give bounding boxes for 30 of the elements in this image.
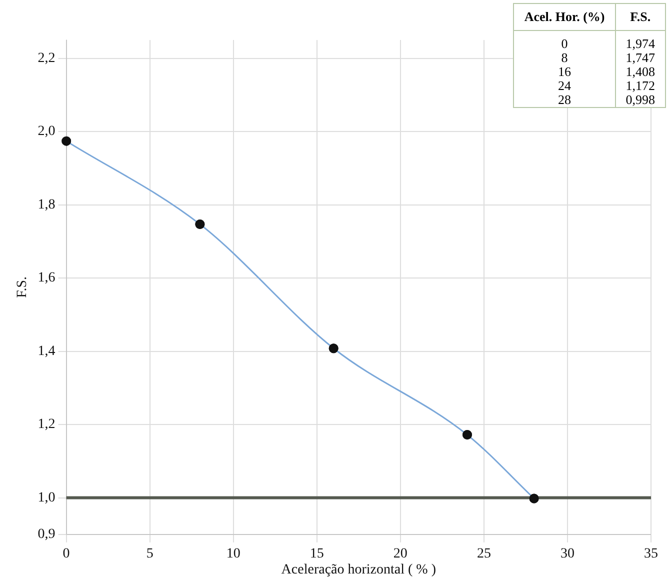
annotation: 1,747 (615, 50, 665, 65)
y-tick-label: 1,4 (38, 344, 56, 359)
x-tick-label: 20 (393, 546, 408, 562)
annotation: 24 (557, 78, 572, 93)
annotation: 1,974 (615, 30, 665, 51)
y-tick-label: 2,2 (38, 50, 56, 66)
x-axis-title: Aceleração horizontal ( % ) (281, 562, 436, 578)
y-tick-label: 2,0 (38, 124, 56, 140)
annotation: 0,998 (615, 92, 665, 107)
y-tick-label: 1,6 (38, 270, 56, 286)
y-tick-label: 0,9 (38, 527, 56, 542)
x-tick-label: 25 (476, 546, 491, 562)
x-tick-label: 0 (62, 546, 70, 562)
annotation: 0 (560, 35, 569, 51)
text: Acel. Hor. (%) (514, 4, 616, 30)
annotation: 8 (560, 50, 569, 65)
y-tick-label: 1,0 (38, 490, 56, 506)
text: F.S. (615, 4, 665, 30)
x-tick-label: 5 (146, 546, 154, 562)
x-tick-label: 35 (644, 546, 658, 562)
x-tick-label: 30 (560, 546, 574, 562)
y-tick-label: 1,8 (38, 197, 56, 212)
x-tick-label: 15 (310, 546, 324, 562)
y-tick-label: 1,2 (38, 417, 56, 432)
annotation: 1,172 (615, 78, 665, 93)
y-axis-title: F.S. (15, 276, 30, 298)
annotation: 28 (557, 92, 572, 107)
x-tick-label: 10 (226, 546, 240, 562)
annotation: 16 (557, 64, 572, 79)
annotation: 1,408 (615, 64, 665, 79)
